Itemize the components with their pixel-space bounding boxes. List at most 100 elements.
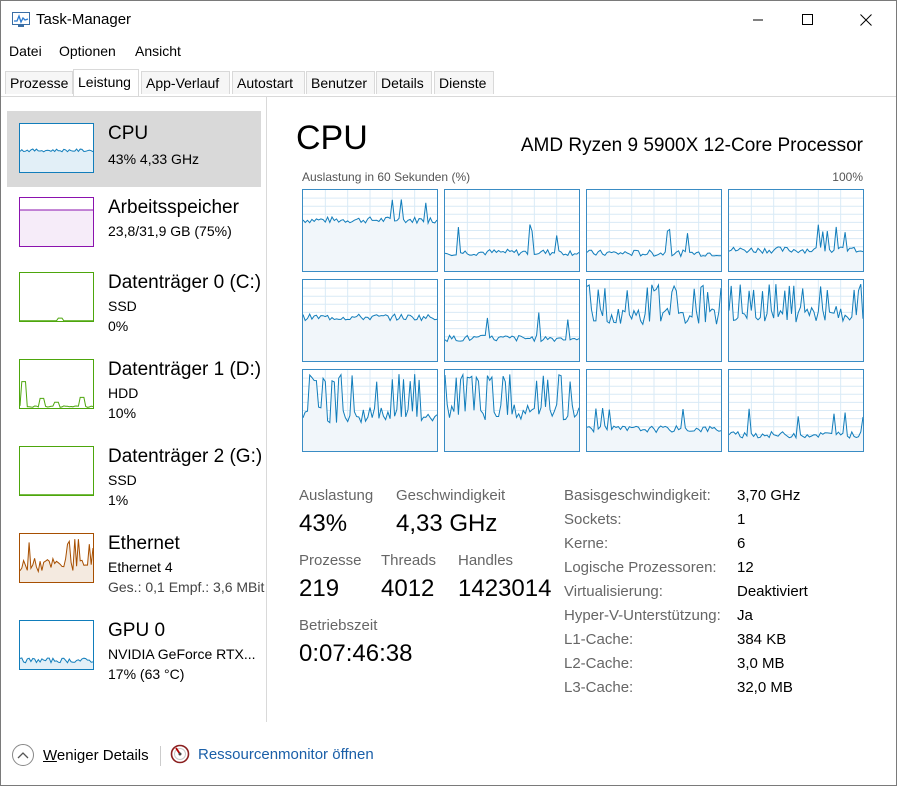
core-usage-line bbox=[728, 224, 864, 255]
tab-app-verlauf[interactable]: App-Verlauf bbox=[141, 71, 230, 94]
sidebar-item-usage: 0% bbox=[108, 318, 129, 334]
resource-monitor-label: Ressourcenmonitor öffnen bbox=[198, 745, 374, 763]
core-usage-line bbox=[728, 284, 864, 323]
resource-monitor-icon bbox=[170, 744, 190, 764]
menu-datei[interactable]: Datei bbox=[9, 43, 42, 59]
cpu-model-name: AMD Ryzen 9 5900X 12-Core Processor bbox=[520, 135, 863, 156]
core-usage-area bbox=[445, 224, 579, 271]
core-usage-area bbox=[445, 312, 579, 361]
core-usage-area bbox=[303, 199, 437, 271]
info-value-hyper-v: Ja bbox=[737, 607, 753, 624]
core-usage-line bbox=[302, 312, 438, 322]
mini-graph-area bbox=[20, 658, 93, 669]
sidebar-item-name: GPU 0 bbox=[108, 620, 166, 641]
footer-bar: Weniger Details Ressourcenmonitor öffnen bbox=[1, 731, 896, 783]
utilization-graph-label: Auslastung in 60 Sekunden (%) bbox=[302, 170, 471, 184]
fewer-details-button[interactable]: Weniger Details bbox=[12, 744, 149, 766]
sidebar-item-disk-2[interactable]: Datenträger 2 (G:) SSD 1% bbox=[7, 434, 263, 510]
core-graph-0 bbox=[302, 189, 438, 272]
sidebar-item-usage: 1% bbox=[108, 492, 129, 508]
sidebar-item-cpu[interactable]: CPU 43% 4,33 GHz bbox=[7, 111, 261, 187]
info-value-logical-processors: 12 bbox=[737, 559, 754, 576]
close-icon bbox=[860, 14, 872, 26]
task-manager-icon bbox=[12, 12, 30, 27]
sidebar-item-type: SSD bbox=[108, 472, 137, 488]
info-label-hyper-v: Hyper-V-Unterstützung: bbox=[564, 607, 721, 624]
disk-0-mini-graph bbox=[19, 272, 94, 322]
sidebar-item-name: CPU bbox=[108, 123, 149, 144]
core-usage-line bbox=[444, 312, 580, 343]
sidebar-item-name: Datenträger 2 (G:) bbox=[108, 446, 263, 467]
core-usage-area bbox=[587, 284, 721, 361]
tab-prozesse[interactable]: Prozesse bbox=[5, 71, 73, 94]
core-graph-9 bbox=[444, 369, 580, 452]
core-graph-1 bbox=[444, 189, 580, 272]
info-value-virtualization: Deaktiviert bbox=[737, 583, 808, 600]
core-usage-line bbox=[444, 224, 580, 257]
open-resource-monitor-link[interactable]: Ressourcenmonitor öffnen bbox=[170, 744, 374, 764]
info-value-l3-cache: 32,0 MB bbox=[737, 679, 793, 696]
memory-mini-graph bbox=[19, 197, 94, 247]
tab-details[interactable]: Details bbox=[376, 71, 432, 94]
menu-ansicht[interactable]: Ansicht bbox=[135, 43, 181, 59]
menu-optionen[interactable]: Optionen bbox=[59, 43, 116, 59]
stat-value-speed: 4,33 GHz bbox=[396, 510, 498, 537]
stat-label-handles: Handles bbox=[458, 552, 514, 569]
close-button[interactable] bbox=[843, 1, 889, 39]
tab-autostart[interactable]: Autostart bbox=[232, 71, 305, 94]
sidebar-item-disk-0[interactable]: Datenträger 0 (C:) SSD 0% bbox=[7, 260, 261, 336]
core-graph-4 bbox=[302, 279, 438, 362]
info-label-l3-cache: L3-Cache: bbox=[564, 679, 634, 696]
stat-label-threads: Threads bbox=[381, 552, 437, 569]
core-usage-area bbox=[729, 408, 863, 451]
tab-dienste[interactable]: Dienste bbox=[434, 71, 494, 94]
info-value-l1-cache: 384 KB bbox=[737, 631, 787, 648]
core-usage-area bbox=[729, 284, 863, 361]
tab-leistung[interactable]: Leistung bbox=[73, 69, 139, 96]
page-title: CPU bbox=[296, 119, 368, 157]
stat-value-utilization: 43% bbox=[299, 510, 348, 537]
core-graph-2 bbox=[586, 189, 722, 272]
utilization-max-label: 100% bbox=[832, 170, 863, 184]
sidebar-item-name: Ethernet bbox=[108, 533, 180, 554]
mini-graph-line bbox=[20, 539, 93, 574]
logical-processor-graphs bbox=[302, 189, 864, 453]
sidebar-item-adapter: Ethernet 4 bbox=[108, 559, 173, 575]
sidebar-item-detail: 43% 4,33 GHz bbox=[108, 151, 200, 167]
core-usage-line bbox=[302, 373, 438, 425]
stat-label-processes: Prozesse bbox=[299, 552, 362, 569]
info-value-cores: 6 bbox=[737, 535, 746, 552]
core-usage-line bbox=[444, 372, 580, 421]
stat-label-speed: Geschwindigkeit bbox=[396, 487, 506, 504]
maximize-button[interactable] bbox=[785, 1, 831, 39]
info-value-sockets: 1 bbox=[737, 511, 746, 528]
info-label-virtualization: Virtualisierung: bbox=[564, 583, 663, 600]
mini-graph-line bbox=[20, 381, 93, 408]
cpu-mini-graph bbox=[19, 123, 94, 173]
sidebar-item-memory[interactable]: Arbeitsspeicher 23,8/31,9 GB (75%) bbox=[7, 185, 261, 261]
core-graph-11 bbox=[728, 369, 864, 452]
sidebar-item-ethernet[interactable]: Ethernet Ethernet 4 Ges.: 0,1 Empf.: 3,6… bbox=[7, 521, 264, 597]
sidebar-item-type: SSD bbox=[108, 298, 137, 314]
disk-2-mini-graph bbox=[19, 446, 94, 496]
gpu-mini-graph bbox=[19, 620, 94, 670]
minimize-button[interactable] bbox=[735, 1, 781, 39]
core-graph-6 bbox=[586, 279, 722, 362]
info-label-sockets: Sockets: bbox=[564, 511, 622, 528]
sidebar-item-detail: 23,8/31,9 GB (75%) bbox=[108, 223, 232, 239]
core-usage-area bbox=[303, 314, 437, 361]
core-usage-line bbox=[586, 408, 722, 434]
maximize-icon bbox=[802, 14, 813, 25]
core-graph-8 bbox=[302, 369, 438, 452]
sidebar-item-disk-1[interactable]: Datenträger 1 (D:) HDD 10% bbox=[7, 347, 261, 423]
title-bar[interactable]: Task-Manager bbox=[1, 1, 896, 39]
sidebar-item-gpu-0[interactable]: GPU 0 NVIDIA GeForce RTX... 17% (63 °C) bbox=[7, 608, 261, 684]
sidebar-item-usage: 10% bbox=[108, 405, 137, 421]
core-graph-7 bbox=[728, 279, 864, 362]
tab-benutzer[interactable]: Benutzer bbox=[306, 71, 375, 94]
stat-label-uptime: Betriebszeit bbox=[299, 617, 378, 634]
sidebar-item-name: Datenträger 0 (C:) bbox=[108, 272, 262, 293]
core-graph-3 bbox=[728, 189, 864, 272]
stat-value-uptime: 0:07:46:38 bbox=[299, 640, 413, 667]
